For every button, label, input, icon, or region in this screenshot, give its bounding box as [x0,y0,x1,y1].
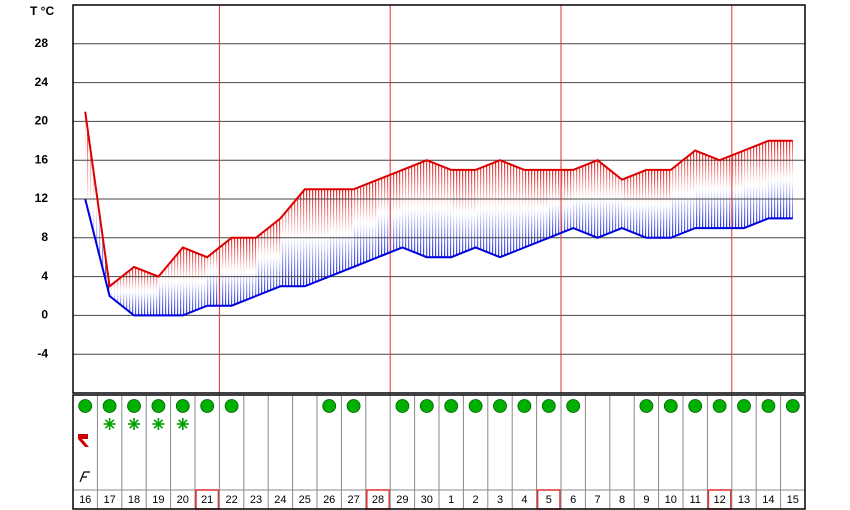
day-label: 21 [201,494,213,506]
day-label: 3 [497,494,503,506]
day-label: 12 [713,494,725,506]
sun-icon [175,399,190,413]
day-label: 2 [473,494,479,506]
range-segment [768,140,793,219]
range-segment [182,247,208,316]
series-line [84,111,793,289]
range-segment [695,150,720,229]
sun-icon [200,399,215,413]
day-label: 22 [225,494,237,506]
day-label: 29 [396,494,408,506]
range-segment [475,160,500,258]
sun-icon [419,399,434,413]
day-label: 27 [347,494,359,506]
sun-icon [541,399,556,413]
range-segment [426,160,452,258]
day-label: 16 [79,494,91,506]
sun-icon [712,399,727,413]
sun-icon [78,399,93,413]
range-segment [329,189,354,277]
sun-icon [224,399,239,413]
sun-icon [102,399,117,413]
sun-icon [346,399,361,413]
sun-icon [395,399,410,413]
plot-frame [72,4,806,394]
y-tick-label: 28 [35,36,49,50]
icon-panel [72,394,806,510]
day-label: 14 [762,494,774,506]
day-label: 9 [643,494,649,506]
range-segment [231,237,256,306]
range-band [85,111,793,316]
sun-icon [566,399,581,413]
day-label: 15 [787,494,799,506]
range-segment [402,160,427,258]
day-label: 24 [274,494,286,506]
sun-icon [444,399,459,413]
snow-icon [104,419,115,429]
day-label: 4 [521,494,527,506]
sun-icon [785,399,800,413]
range-segment [646,169,671,238]
snow-icon [129,419,139,429]
range-segment [158,247,183,316]
y-tick-label: 20 [35,114,49,128]
f-icon [79,471,90,483]
range-segment [744,140,769,229]
sun-icon [639,399,654,413]
day-label: 8 [619,494,625,506]
y-tick-label: 12 [35,191,49,205]
day-label: 18 [128,494,140,506]
y-tick-label: -4 [37,346,48,360]
snow-icon [177,419,188,429]
sun-icon [493,399,507,413]
sun-icon [468,399,483,413]
snow-icon [153,419,164,429]
day-label: 17 [103,494,115,506]
day-label: 30 [421,494,433,506]
range-segment [500,160,525,258]
range-segment [622,169,647,238]
range-segment [524,169,549,248]
y-tick-label: 16 [35,152,49,166]
day-label: 13 [738,494,750,506]
day-label: 7 [595,494,601,506]
range-segment [451,169,476,258]
sun-icon [737,399,751,413]
sun-icon [127,399,141,413]
day-label: 28 [372,494,384,506]
sun-icon [761,399,776,413]
sun-icon [151,399,166,413]
range-segment [670,150,696,238]
day-label: 23 [250,494,262,506]
range-segment [134,266,159,316]
range-segment [109,266,134,316]
sun-icon [663,399,678,413]
y-axis-title: T °C [30,4,54,18]
r-icon [78,434,89,447]
range-segment [353,179,378,267]
sun-icon [517,399,532,413]
day-label: 5 [546,494,552,506]
day-label: 1 [448,494,454,506]
y-tick-label: 8 [41,230,48,244]
day-label: 10 [665,494,677,506]
day-label: 20 [177,494,189,506]
y-tick-label: 0 [41,308,48,322]
day-label: 25 [299,494,311,506]
range-segment [256,218,281,296]
y-tick-label: 4 [41,269,48,283]
series-line [84,198,793,317]
day-label: 6 [570,494,576,506]
sun-icon [688,399,703,413]
day-label: 26 [323,494,335,506]
day-label: 19 [152,494,164,506]
day-label: 11 [689,494,700,506]
y-tick-label: 24 [35,75,49,89]
sun-icon [322,399,337,413]
